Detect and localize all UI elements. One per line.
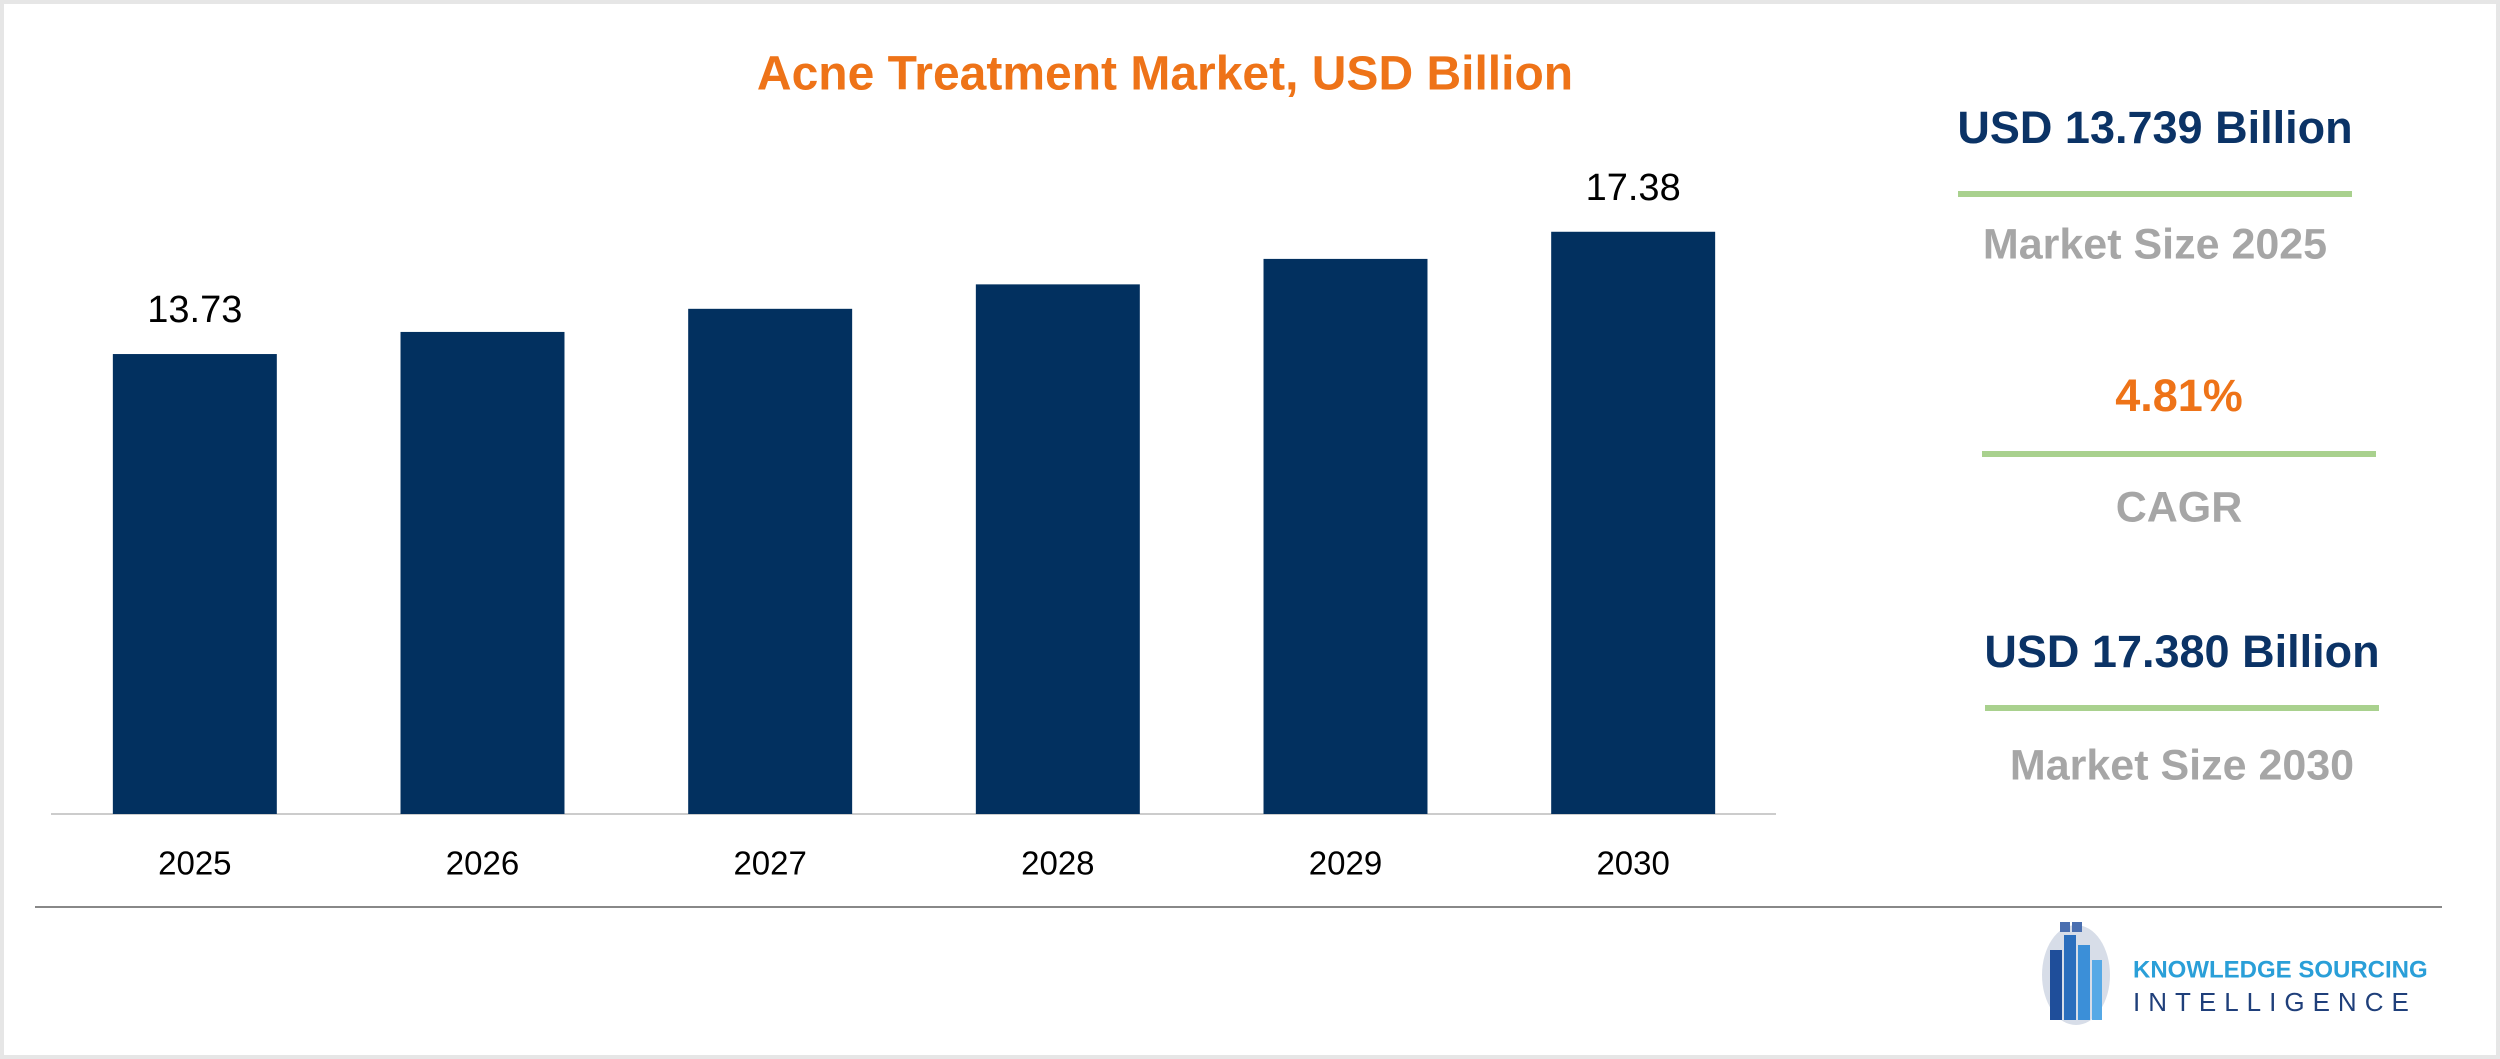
logo-icon-bar [2050, 950, 2062, 1020]
x-tick-label: 2028 [1021, 845, 1094, 882]
value-label: 17.38 [1586, 167, 1681, 209]
stat-value: USD 17.380 Billion [1984, 626, 2379, 677]
x-tick-label: 2029 [1309, 845, 1382, 882]
x-tick-label: 2027 [733, 845, 806, 882]
logo-icon-bar [2078, 945, 2090, 1020]
logo: KNOWLEDGE SOURCING INTELLIGENCE [2042, 922, 2428, 1025]
logo-icon-bar [2064, 935, 2076, 1020]
logo-icon-block [2072, 922, 2082, 932]
chart-title: Acne Treatment Market, USD Billion [757, 48, 1573, 101]
stat-label: CAGR [2116, 483, 2243, 531]
stat-value: USD 13.739 Billion [1957, 102, 2352, 153]
logo-line2: INTELLIGENCE [2133, 987, 2417, 1017]
logo-line1: KNOWLEDGE SOURCING [2133, 956, 2428, 983]
bar [1551, 231, 1716, 814]
x-tick-label: 2030 [1596, 845, 1669, 882]
value-label: 13.73 [147, 289, 242, 331]
bar [688, 308, 853, 814]
stat-label: Market Size 2030 [2010, 741, 2354, 789]
stat-label: Market Size 2025 [1983, 220, 2327, 268]
stat-value: 4.81% [2115, 370, 2243, 421]
x-tick-label: 2025 [158, 845, 231, 882]
bar [1263, 258, 1428, 814]
logo-icon-bar [2092, 960, 2102, 1020]
bar [400, 331, 565, 814]
bar [975, 284, 1140, 814]
logo-icon-block [2060, 922, 2070, 932]
x-tick-label: 2026 [446, 845, 519, 882]
bar [112, 354, 277, 814]
